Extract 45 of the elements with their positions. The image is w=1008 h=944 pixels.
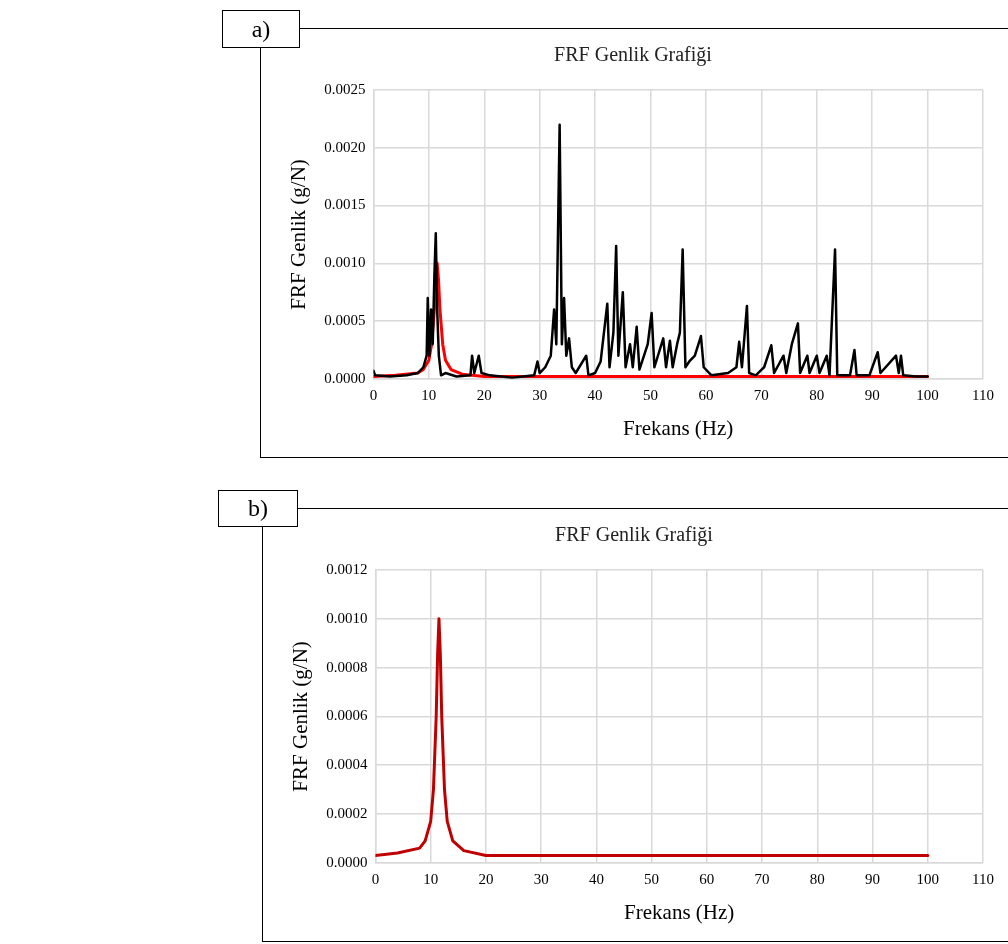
- x-tick-label: 40: [587, 386, 603, 403]
- x-tick-label: 110: [972, 386, 994, 403]
- y-tick-label: 0.0008: [326, 658, 368, 675]
- x-tick-label: 100: [916, 386, 939, 403]
- y-axis-title: FRF Genlik (g/N): [288, 641, 313, 792]
- y-tick-label: 0.0012: [326, 560, 368, 577]
- x-tick-label: 90: [864, 386, 880, 403]
- x-tick-label: 70: [754, 870, 770, 887]
- chart-title: FRF Genlik Grafiği: [555, 523, 714, 547]
- y-tick-label: 0.0005: [324, 311, 366, 328]
- x-tick-label: 10: [421, 386, 437, 403]
- y-tick-label: 0.0010: [324, 254, 366, 271]
- x-tick-label: 50: [643, 386, 659, 403]
- text: a): [251, 15, 271, 43]
- x-tick-label: 80: [809, 870, 825, 887]
- x-tick-label: 80: [809, 386, 825, 403]
- x-tick-label: 20: [478, 870, 494, 887]
- x-tick-label: 20: [476, 386, 492, 403]
- y-axis-title: FRF Genlik (g/N): [286, 159, 311, 310]
- y-tick-label: 0.0002: [326, 804, 368, 821]
- x-tick-label: 60: [699, 870, 715, 887]
- x-tick-label: 110: [972, 870, 994, 887]
- x-tick-label: 70: [753, 386, 769, 403]
- x-tick-label: 0: [371, 870, 380, 887]
- x-tick-label: 0: [369, 386, 378, 403]
- x-tick-label: 100: [916, 870, 940, 887]
- x-tick-label: 40: [588, 870, 604, 887]
- x-axis-title: Frekans (Hz): [623, 415, 734, 440]
- x-tick-label: 30: [533, 870, 549, 887]
- text: b): [248, 495, 268, 522]
- x-tick-label: 60: [698, 386, 714, 403]
- y-tick-label: 0.0025: [324, 80, 366, 97]
- x-axis-title: Frekans (Hz): [624, 899, 735, 924]
- x-tick-label: 50: [644, 870, 660, 887]
- y-tick-label: 0.0015: [324, 196, 366, 213]
- x-tick-label: 10: [423, 870, 439, 887]
- x-tick-label: 90: [865, 870, 881, 887]
- y-tick-label: 0.0000: [326, 853, 368, 870]
- y-tick-label: 0.0010: [326, 609, 368, 626]
- y-tick-label: 0.0000: [324, 369, 366, 386]
- y-tick-label: 0.0004: [326, 756, 368, 773]
- y-tick-label: 0.0006: [326, 707, 368, 724]
- chart-title: FRF Genlik Grafiği: [554, 43, 713, 67]
- x-tick-label: 30: [532, 386, 548, 403]
- y-tick-label: 0.0020: [324, 138, 366, 155]
